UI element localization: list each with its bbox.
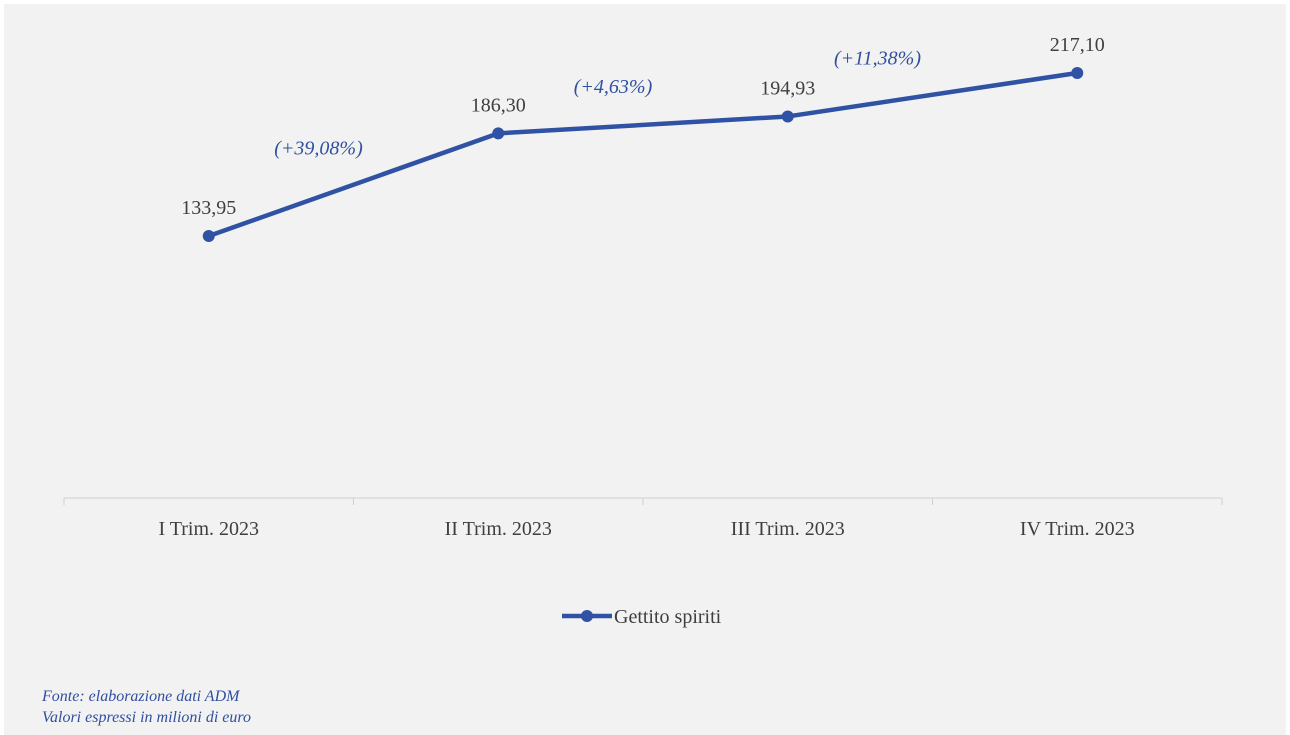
data-label: 186,30: [471, 94, 526, 116]
change-annotation: (+11,38%): [834, 48, 921, 70]
data-label: 133,95: [181, 197, 236, 219]
x-tick-label: I Trim. 2023: [158, 518, 259, 540]
series-line: [206, 70, 1080, 239]
data-point: [1071, 67, 1084, 79]
data-label: 217,10: [1050, 34, 1105, 56]
chart-area: I Trim. 2023 II Trim. 2023 III Trim. 2023 I…: [4, 4, 1286, 735]
data-label: 194,93: [760, 77, 815, 99]
legend-label: Gettito spiriti: [614, 606, 722, 628]
change-annotation: (+4,63%): [574, 76, 653, 98]
units-note: Valori espressi in milioni di euro: [42, 709, 252, 726]
x-tick-label: II Trim. 2023: [445, 518, 552, 540]
data-labels: 133,95 186,30 194,93 217,10 (+39,08%) (+4,63%…: [181, 34, 1105, 219]
source-note: Fonte: elaborazione dati ADM: [42, 688, 240, 705]
series-layer: [202, 67, 1084, 242]
change-annotation: (+39,08%): [274, 138, 363, 160]
line-chart: I Trim. 2023 II Trim. 2023 III Trim. 2023 I…: [63, 34, 1223, 628]
legend: Gettito spiriti: [562, 606, 722, 628]
data-point: [202, 230, 215, 242]
data-point: [781, 110, 794, 123]
x-tick-label: IV Trim. 2023: [1020, 518, 1135, 540]
data-point: [492, 127, 505, 140]
legend-marker-swatch: [581, 610, 593, 622]
chart-notes: Fonte: elaborazione dati ADM Valori espr…: [42, 686, 251, 728]
x-tick-label: III Trim. 2023: [731, 518, 845, 540]
x-axis: I Trim. 2023 II Trim. 2023 III Trim. 2023 I…: [63, 497, 1223, 540]
